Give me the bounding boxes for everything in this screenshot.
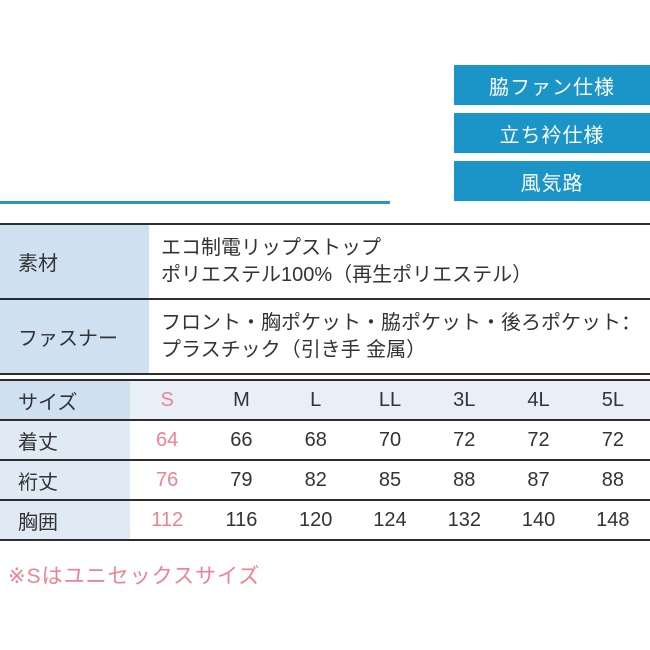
spec-row-line: フロント・胸ポケット・脇ポケット・後ろポケット： (161, 311, 641, 334)
spec-row-line: プラスチック（引き手 金属） (161, 338, 427, 361)
size-value: 87 (527, 468, 550, 491)
spec-row-value: エコ制電リップストップポリエステル100%（再生ポリエステル） (149, 224, 650, 299)
size-column-header: 4L (501, 380, 576, 420)
size-value: 64 (156, 428, 179, 451)
size-column-header: 5L (575, 380, 650, 420)
feature-badge-list: 脇ファン仕様 立ち衿仕様風気路 (454, 65, 650, 201)
spec-row-header: 素材 (0, 224, 149, 299)
spec-row: 素材 エコ制電リップストップポリエステル100%（再生ポリエステル） (0, 224, 650, 299)
size-row: 着丈 64 66 68 70 72 72 72 (0, 420, 650, 460)
size-table-body: 着丈 64 66 68 70 72 72 72 裄丈 76 79 82 85 88 87 88 胸囲 112 116… (0, 420, 650, 540)
size-value: 72 (527, 428, 550, 451)
size-value: 148 (596, 508, 630, 531)
feature-badge-label: 風気路 (520, 172, 584, 195)
size-row-label: 裄丈 (0, 460, 130, 500)
size-value: 124 (373, 508, 407, 531)
size-value: 88 (453, 468, 476, 491)
size-value: 79 (230, 468, 253, 491)
feature-badge-label: 立ち衿仕様 (499, 124, 605, 147)
size-row: 裄丈 76 79 82 85 88 87 88 (0, 460, 650, 500)
spec-row-line: ポリエステル100%（再生ポリエステル） (161, 263, 533, 286)
spec-table: 素材 エコ制電リップストップ ポリエステル100%（再生ポリエステル） ファスナー フロ… (0, 223, 650, 375)
size-value: 85 (378, 468, 402, 491)
size-column-header: LL (352, 380, 428, 420)
size-column-header: 3L (427, 380, 502, 420)
size-value: 140 (521, 508, 556, 531)
size-row-label: 着丈 (0, 420, 130, 460)
size-row: 胸囲 112 116 120 124 132 140 148 (0, 500, 650, 540)
feature-badge: 風気路 (454, 161, 650, 201)
spec-row: ファスナー フロント・胸ポケット・脇ポケット・後ろポケット： プラスチック（引き手 … (0, 299, 650, 374)
spec-row-line: エコ制電リップストップ (161, 236, 381, 259)
size-note: ※Sはユニセックスサイズ (8, 565, 261, 588)
size-column-header: S (130, 380, 205, 420)
size-value: 76 (156, 468, 179, 491)
spec-row-value: フロント・胸ポケット・脇ポケット・後ろポケット： プラスチック（引き手 金属） (149, 299, 650, 374)
size-value: 72 (453, 428, 476, 451)
spec-table-body: 素材 エコ制電リップストップ ポリエステル100%（再生ポリエステル） ファスナー フロ… (0, 224, 650, 374)
feature-badge: 脇ファン仕様 (454, 65, 650, 105)
size-table-title: サイズ (0, 380, 130, 420)
size-row-label: 胸囲 (0, 500, 130, 540)
feature-badge-label: 脇ファン仕様 (489, 76, 615, 99)
size-value: 68 (304, 428, 327, 451)
size-value: 132 (447, 508, 481, 531)
size-table: サイズ S M L LL 3L 4L 5L 着丈 64 66 68 70 72 72 72 裄丈 76 79 82… (0, 379, 650, 541)
blue-divider-line (0, 201, 390, 204)
size-column-header: L (278, 380, 353, 420)
spec-row-header: ファスナー (0, 299, 149, 374)
size-column-header: M (204, 380, 279, 420)
size-value: 72 (601, 428, 624, 451)
size-value: 112 (151, 508, 184, 531)
size-value: 82 (304, 468, 327, 491)
size-header-row: サイズ S M L LL 3L 4L 5L (0, 380, 650, 420)
size-value: 70 (378, 428, 402, 451)
size-value: 120 (299, 508, 333, 531)
feature-badge: 立ち衿仕様 (454, 113, 650, 153)
size-value: 88 (601, 468, 624, 491)
size-value: 116 (225, 508, 258, 531)
size-value: 66 (230, 428, 253, 451)
